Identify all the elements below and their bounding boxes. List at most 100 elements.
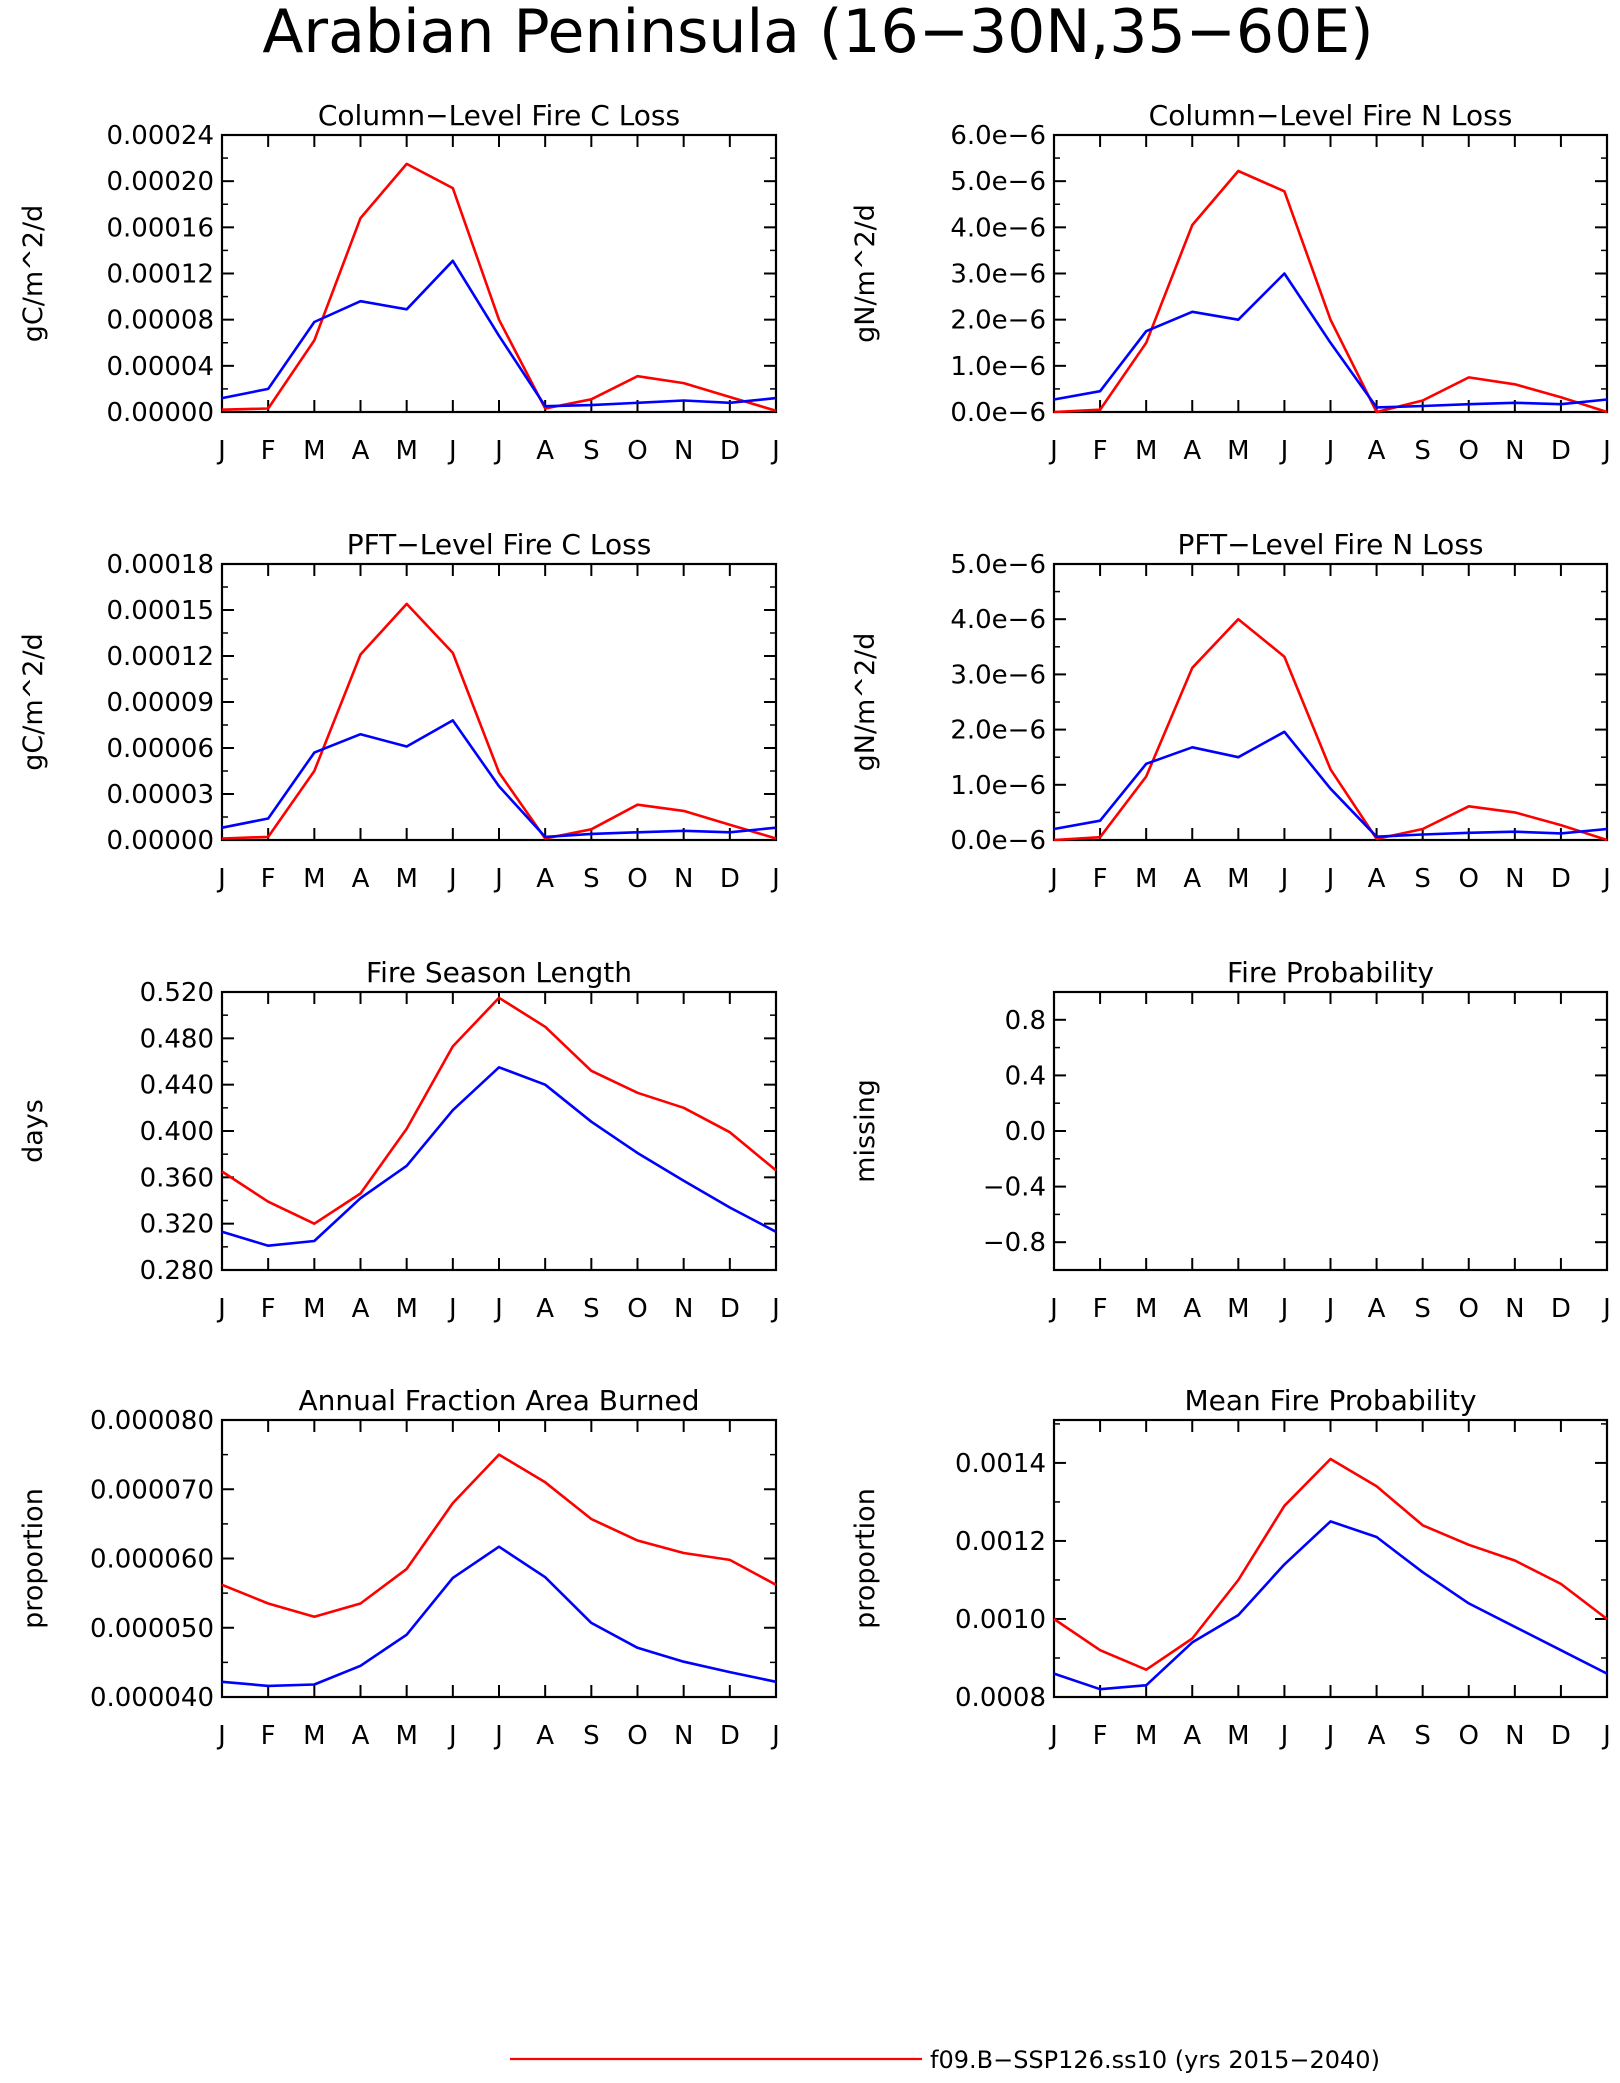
y-tick-label: 0.400 — [140, 1117, 214, 1147]
x-tick-label: S — [1414, 436, 1431, 466]
x-tick-label: N — [1505, 1721, 1524, 1751]
x-tick-label: J — [1048, 436, 1058, 466]
panel-5: Fire Season Length days 0.280 0.320 0.360 0.4… — [18, 956, 780, 1324]
y-tick-label: −0.8 — [983, 1228, 1046, 1258]
panel-title: PFT−Level Fire C Loss — [347, 528, 652, 561]
y-tick-label: 0.440 — [140, 1071, 214, 1101]
red-series-line — [221, 602, 777, 840]
x-tick-label: J — [770, 1294, 780, 1324]
y-tick-label: 0.0e−6 — [950, 398, 1046, 428]
blue-series-line — [1053, 730, 1608, 839]
x-tick-label: J — [1325, 864, 1335, 894]
x-tick-label: M — [303, 1294, 325, 1324]
x-tick-label: J — [770, 436, 780, 466]
y-axis-label: gN/m^2/d — [850, 633, 881, 772]
y-tick-label: 0.00000 — [106, 826, 214, 856]
y-tick-label: 3.0e−6 — [950, 660, 1046, 690]
y-axis-label: days — [18, 1099, 49, 1163]
x-tick-label: J — [1601, 1721, 1611, 1751]
y-tick-label: 0.00018 — [106, 550, 214, 580]
y-tick-label: 2.0e−6 — [950, 306, 1046, 336]
y-tick-label: 0.0e−6 — [950, 826, 1046, 856]
y-tick-label: 4.0e−6 — [950, 213, 1046, 243]
x-tick-label: M — [395, 436, 417, 466]
x-tick-label: A — [352, 1721, 370, 1751]
red-series-line — [1053, 169, 1608, 414]
x-tick-label: F — [261, 1721, 276, 1751]
x-tick-label: N — [1505, 864, 1524, 894]
blue-series-line — [221, 1545, 777, 1688]
x-tick-label: A — [1368, 1294, 1386, 1324]
legend-label: f09.B−SSP126.ss10 (yrs 2015−2040) — [930, 2046, 1380, 2074]
x-tick-label: J — [1048, 1294, 1058, 1324]
y-tick-label: 0.0014 — [955, 1449, 1046, 1479]
blue-series-line — [1053, 1520, 1608, 1691]
panel-1: Column−Level Fire C Loss gC/m^2/d 0.00000 0… — [18, 99, 780, 466]
x-tick-label: M — [1135, 436, 1157, 466]
y-axis-label: missing — [850, 1079, 881, 1183]
y-axis-label: proportion — [18, 1488, 49, 1629]
y-tick-label: 0.000040 — [90, 1683, 214, 1713]
x-tick-label: D — [1551, 436, 1571, 466]
x-tick-label: A — [1183, 1294, 1201, 1324]
y-tick-label: 0.00004 — [106, 352, 214, 382]
panel-2: Column−Level Fire N Loss gN/m^2/d 0.0e−6 1.… — [850, 99, 1611, 466]
x-tick-label: A — [352, 864, 370, 894]
plot-frame — [1052, 133, 1609, 414]
y-tick-label: 0.520 — [140, 978, 214, 1008]
x-tick-label: F — [1093, 864, 1108, 894]
y-tick-label: 0.000050 — [90, 1614, 214, 1644]
y-tick-label: 0.00006 — [106, 734, 214, 764]
y-tick-label: −0.4 — [983, 1173, 1046, 1203]
x-tick-label: N — [674, 1721, 693, 1751]
x-tick-label: M — [303, 864, 325, 894]
x-tick-label: M — [1227, 436, 1249, 466]
x-tick-label: J — [1325, 436, 1335, 466]
y-axis-label: gC/m^2/d — [18, 633, 49, 770]
x-tick-label: F — [1093, 436, 1108, 466]
y-tick-label: 3.0e−6 — [950, 260, 1046, 290]
main-title: Arabian Peninsula (16−30N,35−60E) — [262, 0, 1373, 67]
x-tick-label: A — [1368, 864, 1386, 894]
x-tick-label: M — [395, 1294, 417, 1324]
panel-title: Fire Season Length — [366, 956, 632, 989]
x-tick-label: F — [261, 436, 276, 466]
x-tick-label: J — [1048, 1721, 1058, 1751]
panels: Column−Level Fire C Loss gC/m^2/d 0.00000 0… — [18, 99, 1611, 1751]
x-tick-label: J — [493, 1721, 503, 1751]
y-tick-label: 0.000060 — [90, 1545, 214, 1575]
x-tick-label: A — [1368, 1721, 1386, 1751]
x-tick-label: A — [1183, 1721, 1201, 1751]
x-tick-label: O — [627, 1721, 647, 1751]
x-tick-label: O — [1459, 1721, 1479, 1751]
x-tick-label: J — [1601, 436, 1611, 466]
y-tick-label: 0.360 — [140, 1163, 214, 1193]
plot-frame — [1052, 1418, 1609, 1699]
x-tick-label: J — [1279, 436, 1289, 466]
x-tick-label: J — [216, 1721, 226, 1751]
x-tick-label: S — [583, 1294, 600, 1324]
x-tick-label: J — [216, 1294, 226, 1324]
y-tick-label: 0.00020 — [106, 167, 214, 197]
red-series-line — [1053, 617, 1608, 842]
x-tick-label: O — [1459, 1294, 1479, 1324]
x-tick-label: A — [352, 1294, 370, 1324]
y-axis-label: proportion — [850, 1488, 881, 1629]
panel-6: Fire Probability missing −0.8 −0.4 0.0 0.4 0.8… — [850, 956, 1611, 1324]
panel-4: PFT−Level Fire N Loss gN/m^2/d 0.0e−6 1.0e−… — [850, 528, 1611, 894]
panel-title: PFT−Level Fire N Loss — [1177, 528, 1483, 561]
panel-title: Column−Level Fire C Loss — [318, 99, 680, 132]
red-series-line — [1053, 1457, 1608, 1671]
x-tick-label: A — [536, 1294, 554, 1324]
y-tick-label: 6.0e−6 — [950, 121, 1046, 151]
blue-series-line — [221, 719, 777, 839]
y-tick-label: 0.00012 — [106, 260, 214, 290]
x-tick-label: O — [627, 436, 647, 466]
y-tick-label: 1.0e−6 — [950, 771, 1046, 801]
red-series-line — [221, 1453, 777, 1618]
x-tick-label: F — [1093, 1721, 1108, 1751]
x-tick-label: S — [1414, 1294, 1431, 1324]
x-tick-label: J — [493, 864, 503, 894]
blue-series-line — [221, 1066, 777, 1247]
x-tick-label: S — [1414, 1721, 1431, 1751]
